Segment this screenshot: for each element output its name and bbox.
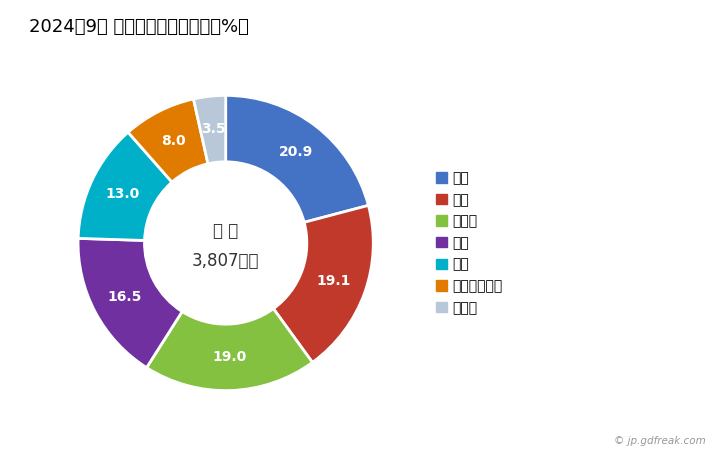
Wedge shape: [274, 205, 373, 362]
Wedge shape: [146, 309, 312, 391]
Wedge shape: [78, 132, 172, 240]
Text: 総 額: 総 額: [213, 222, 238, 240]
Wedge shape: [78, 238, 182, 368]
Legend: 韓国, 香港, マカオ, 台湾, 米国, シンガポール, その他: 韓国, 香港, マカオ, 台湾, 米国, シンガポール, その他: [435, 171, 502, 315]
Text: 13.0: 13.0: [105, 187, 139, 201]
Text: 8.0: 8.0: [162, 134, 186, 148]
Text: 16.5: 16.5: [108, 289, 142, 304]
Text: 3.5: 3.5: [201, 122, 226, 136]
Text: 20.9: 20.9: [278, 145, 312, 159]
Wedge shape: [194, 95, 226, 164]
Wedge shape: [128, 99, 208, 182]
Text: 19.0: 19.0: [212, 351, 246, 364]
Text: 19.1: 19.1: [316, 274, 351, 288]
Wedge shape: [226, 95, 368, 222]
Text: 3,807万円: 3,807万円: [192, 252, 259, 270]
Text: 2024年9月 輸出相手国のシェア（%）: 2024年9月 輸出相手国のシェア（%）: [29, 18, 249, 36]
Text: © jp.gdfreak.com: © jp.gdfreak.com: [614, 436, 706, 446]
